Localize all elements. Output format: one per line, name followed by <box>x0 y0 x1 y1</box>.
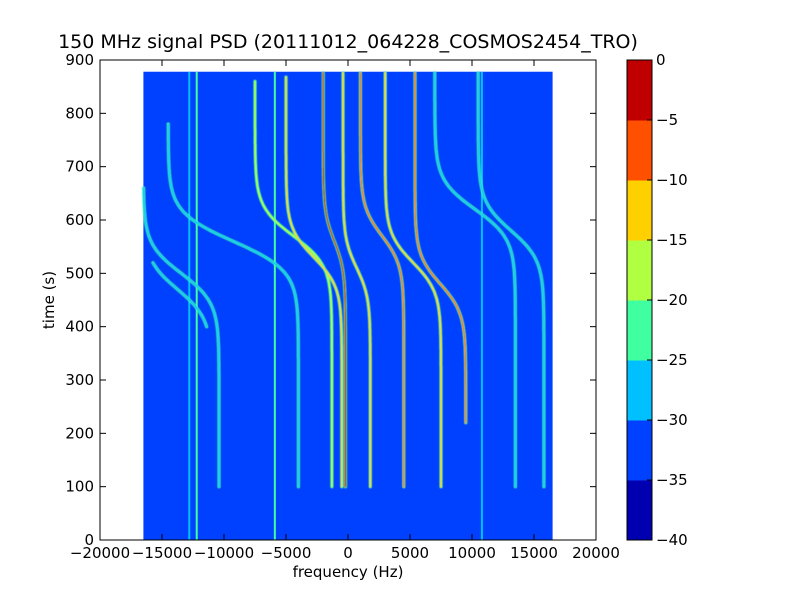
doppler-traces <box>142 71 546 489</box>
x-tick-label-8: 20000 <box>572 544 620 562</box>
y-axis-ticks: 0 100 200 300 400 500 600 700 800 900 <box>65 51 596 549</box>
x-tick-label-1: −15000 <box>132 544 192 562</box>
x-tick-label-6: 10000 <box>448 544 496 562</box>
doppler-trace-8 <box>359 72 405 488</box>
doppler-trace-1 <box>152 261 208 328</box>
x-tick-label-2: −10000 <box>194 544 254 562</box>
doppler-trace-11 <box>434 72 517 488</box>
constant-frequency-lines <box>188 71 483 540</box>
x-tick-label-4: 0 <box>343 544 353 562</box>
doppler-trace-5 <box>285 76 343 488</box>
x-tick-label-0: −20000 <box>70 544 130 562</box>
colorbar-tick-label-4: −20 <box>656 291 688 309</box>
colorbar-tick-label-2: −10 <box>656 171 688 189</box>
colorbar-tick-label-1: −5 <box>656 111 678 129</box>
x-tick-label-3: −5000 <box>261 544 312 562</box>
y-axis-label: time (s) <box>40 271 58 329</box>
x-axis-label: frequency (Hz) <box>293 563 404 581</box>
colorbar-segment-6 <box>627 180 652 241</box>
y-tick-label-7: 700 <box>65 158 94 176</box>
colorbar-tick-label-3: −15 <box>656 231 688 249</box>
doppler-trace-7 <box>342 72 372 488</box>
y-tick-label-0: 0 <box>84 531 94 549</box>
colorbar: 0 −5 −10 −15 −20 −25 −30 −35 −40 <box>626 51 688 549</box>
doppler-trace-6 <box>322 72 347 488</box>
colorbar-segment-2 <box>627 420 652 481</box>
x-tick-label-7: 15000 <box>510 544 558 562</box>
colorbar-tick-label-6: −30 <box>656 411 688 429</box>
plot-area: −20000 −15000 −10000 −5000 0 5000 10000 15000 20… <box>65 51 620 562</box>
chart-title: 150 MHz signal PSD (20111012_064228_COSM… <box>58 31 638 53</box>
colorbar-segment-8 <box>627 60 652 121</box>
y-tick-label-5: 500 <box>65 264 94 282</box>
y-tick-label-8: 800 <box>65 104 94 122</box>
colorbar-segment-5 <box>627 240 652 301</box>
doppler-trace-2 <box>142 187 220 488</box>
doppler-trace-9 <box>384 72 442 488</box>
y-tick-label-2: 200 <box>65 424 94 442</box>
colorbar-tick-label-0: 0 <box>656 51 666 69</box>
y-tick-label-4: 400 <box>65 318 94 336</box>
y-tick-label-9: 900 <box>65 51 94 69</box>
doppler-trace-4 <box>254 80 333 488</box>
doppler-trace-12 <box>477 72 545 488</box>
colorbar-segment-1 <box>627 480 652 541</box>
colorbar-segment-3 <box>627 360 652 421</box>
x-axis-ticks: −20000 −15000 −10000 −5000 0 5000 10000 15000 20… <box>70 60 620 562</box>
heatmap-background <box>143 71 553 540</box>
colorbar-tick-label-5: −25 <box>656 351 688 369</box>
colorbar-segment-7 <box>627 120 652 181</box>
x-tick-label-5: 5000 <box>391 544 429 562</box>
y-tick-label-1: 100 <box>65 478 94 496</box>
colorbar-tick-label-7: −35 <box>656 471 688 489</box>
colorbar-segment-4 <box>627 300 652 361</box>
doppler-trace-3 <box>167 123 300 488</box>
y-tick-label-3: 300 <box>65 371 94 389</box>
colorbar-tick-label-8: −40 <box>656 531 688 549</box>
y-tick-label-6: 600 <box>65 211 94 229</box>
doppler-trace-10 <box>414 72 467 424</box>
